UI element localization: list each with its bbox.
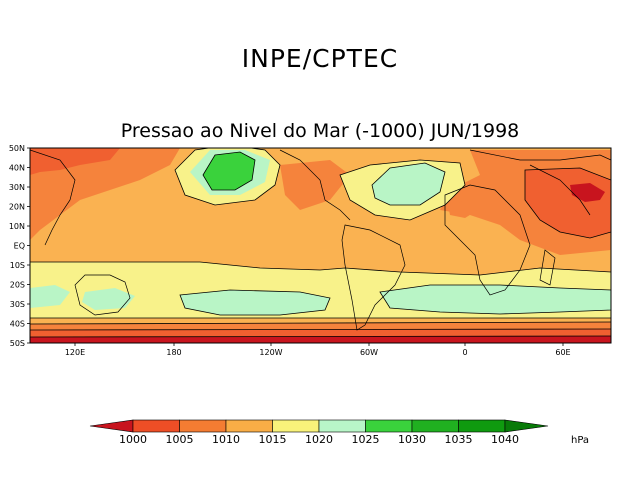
band-1020-1025-south-atlantic-indian	[380, 285, 611, 314]
colorbar-swatch	[318, 419, 366, 433]
colorbar-label: 1030	[398, 433, 426, 446]
band-1025-1030-pacific-high	[203, 152, 255, 190]
isobar-contours	[30, 148, 611, 338]
colorbar-label: 1020	[305, 433, 333, 446]
coastlines	[30, 149, 611, 331]
lat-label: EQ	[14, 242, 25, 251]
band-1005-1010-north-pacific	[30, 148, 180, 240]
lat-label: 10N	[9, 222, 25, 231]
colorbar-label: 1035	[445, 433, 473, 446]
colorbar-label: 1025	[352, 433, 380, 446]
latitude-axis: 50N 40N 30N 20N 10N EQ 10S 20S 30S 40S 50S	[9, 144, 30, 348]
lon-label: 180	[166, 348, 181, 357]
band-1000-1005-northeast-asia	[30, 148, 120, 175]
band-below-1000-asia	[570, 183, 605, 202]
lon-label: 60W	[360, 348, 378, 357]
lat-label: 40N	[9, 164, 25, 173]
band-1020-1025-atlantic-high	[372, 163, 445, 205]
lon-label: 0	[462, 348, 467, 357]
longitude-axis: 120E 180 120W 60W 0 60E	[65, 343, 571, 357]
map-title: Pressao ao Nivel do Mar (-1000) JUN/1998	[120, 120, 520, 142]
lon-label: 120E	[65, 348, 85, 357]
band-1020-1025-south-pacific	[180, 290, 330, 315]
lat-label: 20N	[9, 203, 25, 212]
lat-label: 50N	[9, 144, 25, 153]
band-1020-1025-australia	[82, 288, 135, 310]
colorbar-label: 1005	[166, 433, 194, 446]
colorbar-swatch	[411, 419, 459, 433]
lon-label: 120W	[259, 348, 282, 357]
band-1020-1025-south-indian-west	[30, 285, 70, 308]
band-1005-1010-africa	[448, 200, 478, 218]
lat-label: 30N	[9, 183, 25, 192]
lon-label: 60E	[555, 348, 570, 357]
pressure-field	[30, 148, 611, 343]
colorbar: 1000 1005 1010 1015 1020 1025 1030 1035 1040	[89, 419, 549, 446]
lat-label: 50S	[10, 339, 25, 348]
colorbar-swatch	[179, 419, 227, 433]
colorbar-swatch	[225, 419, 273, 433]
colorbar-arrow-high	[504, 419, 549, 433]
band-below-1000-southern-ocean	[30, 336, 611, 343]
header-title: INPE/CPTEC	[241, 44, 399, 73]
colorbar-swatch	[365, 419, 413, 433]
colorbar-label: 1040	[491, 433, 519, 446]
colorbar-swatch	[272, 419, 320, 433]
colorbar-label: 1010	[212, 433, 240, 446]
colorbar-label: 1015	[259, 433, 287, 446]
lat-label: 40S	[10, 320, 25, 329]
band-1005-1010-north-america	[280, 160, 350, 210]
colorbar-units: hPa	[571, 435, 590, 446]
lat-label: 20S	[10, 281, 25, 290]
colorbar-arrow-low	[89, 419, 134, 433]
lat-label: 30S	[10, 300, 25, 309]
lat-label: 10S	[10, 261, 25, 270]
colorbar-label: 1000	[119, 433, 147, 446]
colorbar-swatch	[458, 419, 506, 433]
colorbar-swatch	[132, 419, 180, 433]
